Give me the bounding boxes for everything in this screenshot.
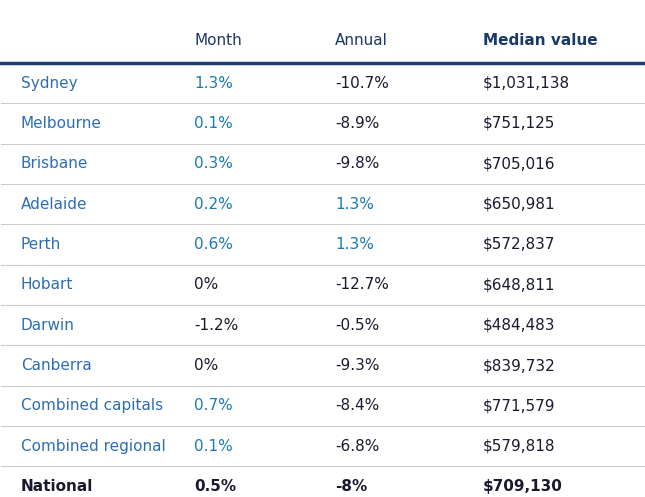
Text: -12.7%: -12.7% xyxy=(335,277,389,292)
Text: -8.4%: -8.4% xyxy=(335,399,380,414)
Text: $709,130: $709,130 xyxy=(483,479,563,494)
Text: Perth: Perth xyxy=(21,237,61,252)
Text: -6.8%: -6.8% xyxy=(335,439,380,454)
Text: Combined capitals: Combined capitals xyxy=(21,399,163,414)
Text: 0.1%: 0.1% xyxy=(194,116,233,131)
Text: 1.3%: 1.3% xyxy=(194,76,233,90)
Text: National: National xyxy=(21,479,93,494)
Text: 1.3%: 1.3% xyxy=(335,237,374,252)
Text: Canberra: Canberra xyxy=(21,358,92,373)
Text: Month: Month xyxy=(194,33,242,48)
Text: -1.2%: -1.2% xyxy=(194,318,238,332)
Text: Combined regional: Combined regional xyxy=(21,439,165,454)
Text: $705,016: $705,016 xyxy=(483,156,555,171)
Text: 1.3%: 1.3% xyxy=(335,197,374,212)
Text: $572,837: $572,837 xyxy=(483,237,555,252)
Text: $1,031,138: $1,031,138 xyxy=(483,76,570,90)
Text: 0%: 0% xyxy=(194,358,218,373)
Text: $751,125: $751,125 xyxy=(483,116,555,131)
Text: -8.9%: -8.9% xyxy=(335,116,380,131)
Text: Brisbane: Brisbane xyxy=(21,156,88,171)
Text: 0.7%: 0.7% xyxy=(194,399,233,414)
Text: 0.1%: 0.1% xyxy=(194,439,233,454)
Text: 0.2%: 0.2% xyxy=(194,197,233,212)
Text: -9.8%: -9.8% xyxy=(335,156,380,171)
Text: Adelaide: Adelaide xyxy=(21,197,87,212)
Text: Annual: Annual xyxy=(335,33,388,48)
Text: Darwin: Darwin xyxy=(21,318,75,332)
Text: -9.3%: -9.3% xyxy=(335,358,380,373)
Text: Sydney: Sydney xyxy=(21,76,77,90)
Text: Hobart: Hobart xyxy=(21,277,73,292)
Text: 0.3%: 0.3% xyxy=(194,156,233,171)
Text: $771,579: $771,579 xyxy=(483,399,555,414)
Text: 0%: 0% xyxy=(194,277,218,292)
Text: 0.5%: 0.5% xyxy=(194,479,236,494)
Text: Median value: Median value xyxy=(483,33,598,48)
Text: $484,483: $484,483 xyxy=(483,318,555,332)
Text: $648,811: $648,811 xyxy=(483,277,555,292)
Text: 0.6%: 0.6% xyxy=(194,237,233,252)
Text: $650,981: $650,981 xyxy=(483,197,556,212)
Text: $579,818: $579,818 xyxy=(483,439,555,454)
Text: -0.5%: -0.5% xyxy=(335,318,380,332)
Text: -10.7%: -10.7% xyxy=(335,76,389,90)
Text: -8%: -8% xyxy=(335,479,368,494)
Text: Melbourne: Melbourne xyxy=(21,116,101,131)
Text: $839,732: $839,732 xyxy=(483,358,556,373)
